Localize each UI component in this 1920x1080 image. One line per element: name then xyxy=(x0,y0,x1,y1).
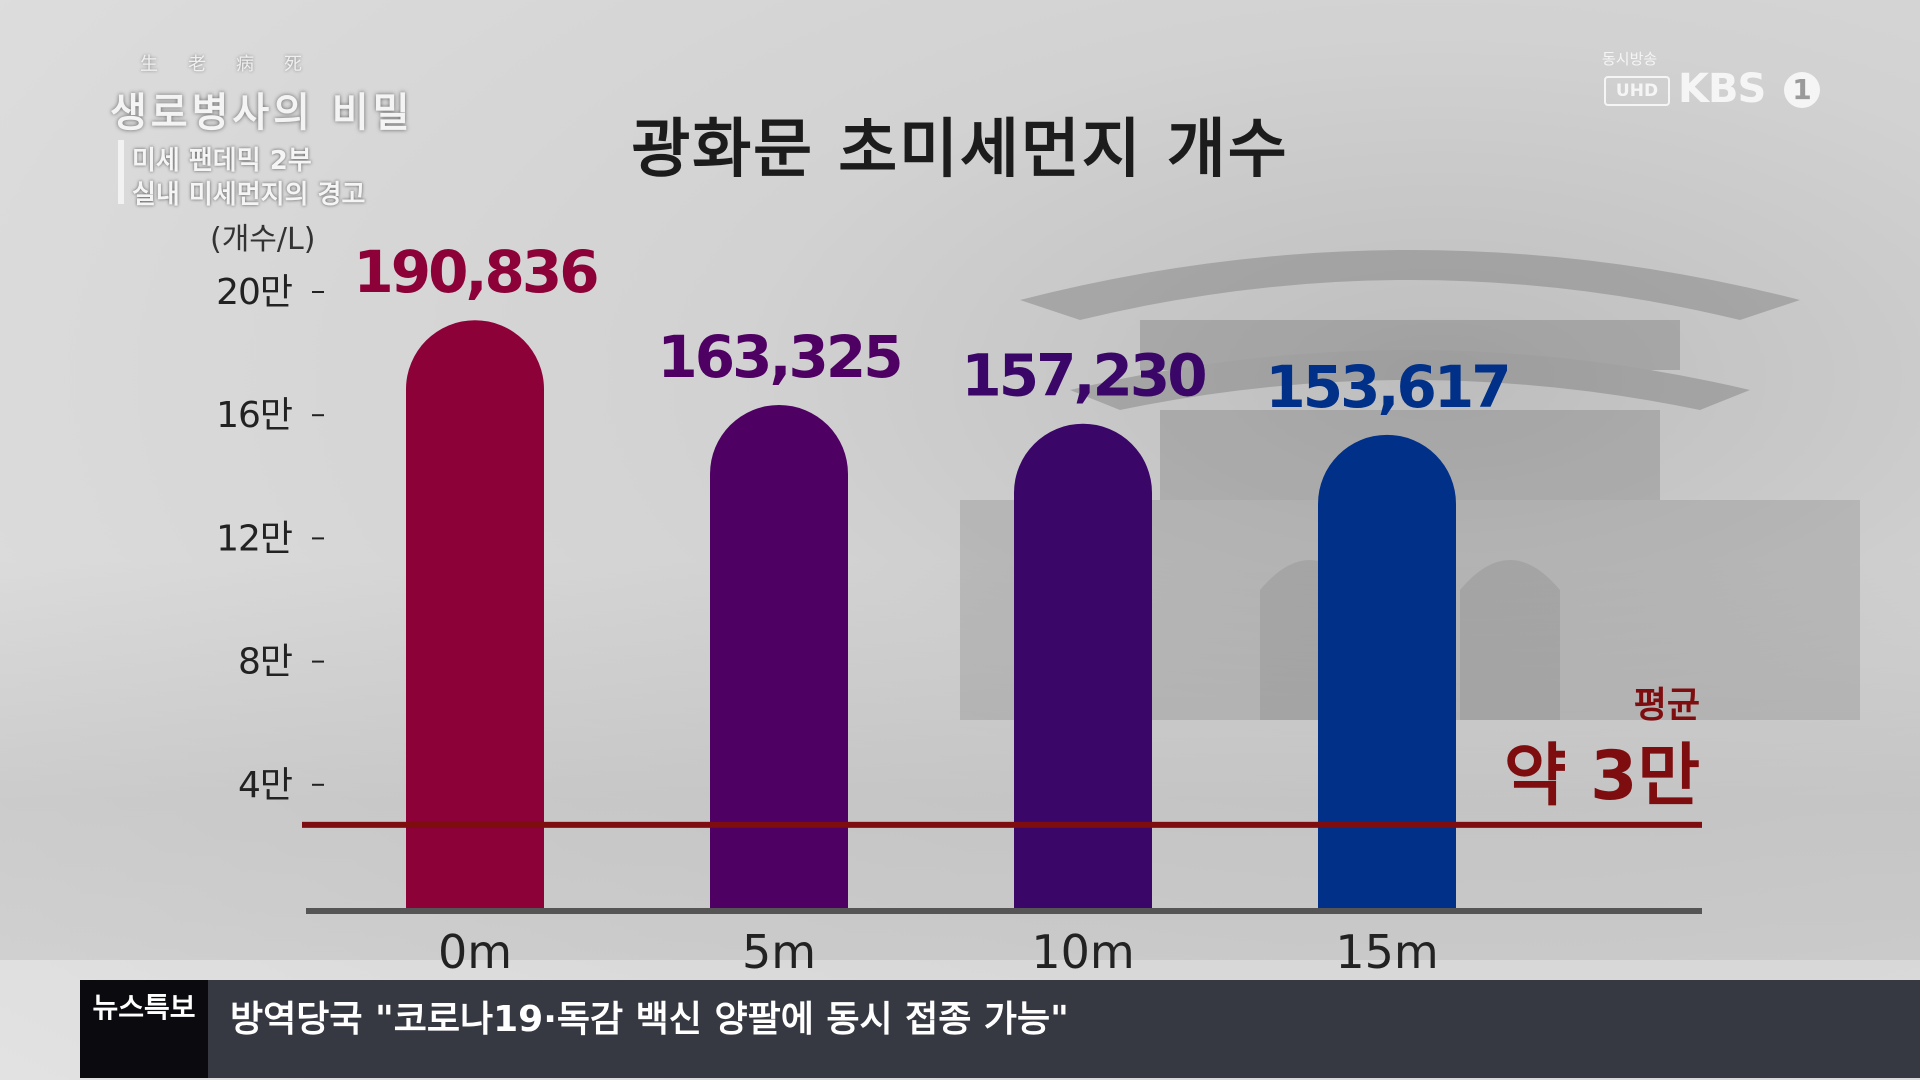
channel-number: 1 xyxy=(1784,72,1820,108)
average-value-label: 약 3만 xyxy=(1503,737,1700,816)
bar-0m xyxy=(406,320,544,909)
bar-value-label: 163,325 xyxy=(657,323,900,391)
episode-subtitle: 실내 미세먼지의 경고 xyxy=(132,180,366,210)
x-category-label: 10m xyxy=(1031,925,1134,979)
program-hanja: 生老病死 xyxy=(140,54,332,75)
news-ticker: 뉴스특보 방역당국 "코로나19·독감 백신 양팔에 동시 접종 가능" xyxy=(80,980,1920,1078)
x-axis-baseline xyxy=(306,908,1702,914)
y-tick-label: 4만 xyxy=(238,765,292,806)
average-label: 평균 xyxy=(1633,685,1700,726)
y-tick-label: 20만 xyxy=(216,272,292,313)
y-tick-label: 16만 xyxy=(216,395,292,436)
chart-title: 광화문 초미세먼지 개수 xyxy=(631,113,1289,187)
bar-value-label: 157,230 xyxy=(961,342,1205,410)
x-category-label: 5m xyxy=(742,925,816,979)
x-category-label: 15m xyxy=(1335,925,1438,979)
bar-5m xyxy=(710,404,848,908)
channel-name: KBS xyxy=(1678,66,1766,112)
simulcast-label: 동시방송 xyxy=(1602,50,1658,68)
news-ticker-tag: 뉴스특보 xyxy=(80,980,208,1078)
bar-10m xyxy=(1014,423,1152,908)
y-tick-label: 8만 xyxy=(238,642,292,683)
bar-value-label: 190,836 xyxy=(353,238,597,306)
x-category-label: 0m xyxy=(438,925,512,979)
episode-title: 미세 팬데믹 2부 xyxy=(132,146,312,176)
program-title: 생로병사의 비밀 xyxy=(110,89,414,136)
news-ticker-headline: 방역당국 "코로나19·독감 백신 양팔에 동시 접종 가능" xyxy=(230,999,1069,1040)
background-street xyxy=(0,560,1920,960)
channel-logo: 동시방송 UHD KBS 1 xyxy=(1602,48,1832,120)
y-tick-label: 12만 xyxy=(216,518,292,559)
y-axis-unit-label: (개수/L) xyxy=(210,222,316,257)
program-logo: 生老病死 생로병사의 비밀 미세 팬데믹 2부 실내 미세먼지의 경고 xyxy=(110,48,430,210)
bar-15m xyxy=(1318,434,1456,908)
average-reference-line xyxy=(302,821,1702,828)
uhd-badge: UHD xyxy=(1604,76,1670,106)
bar-value-label: 153,617 xyxy=(1265,353,1508,421)
episode-divider-bar xyxy=(118,140,124,204)
